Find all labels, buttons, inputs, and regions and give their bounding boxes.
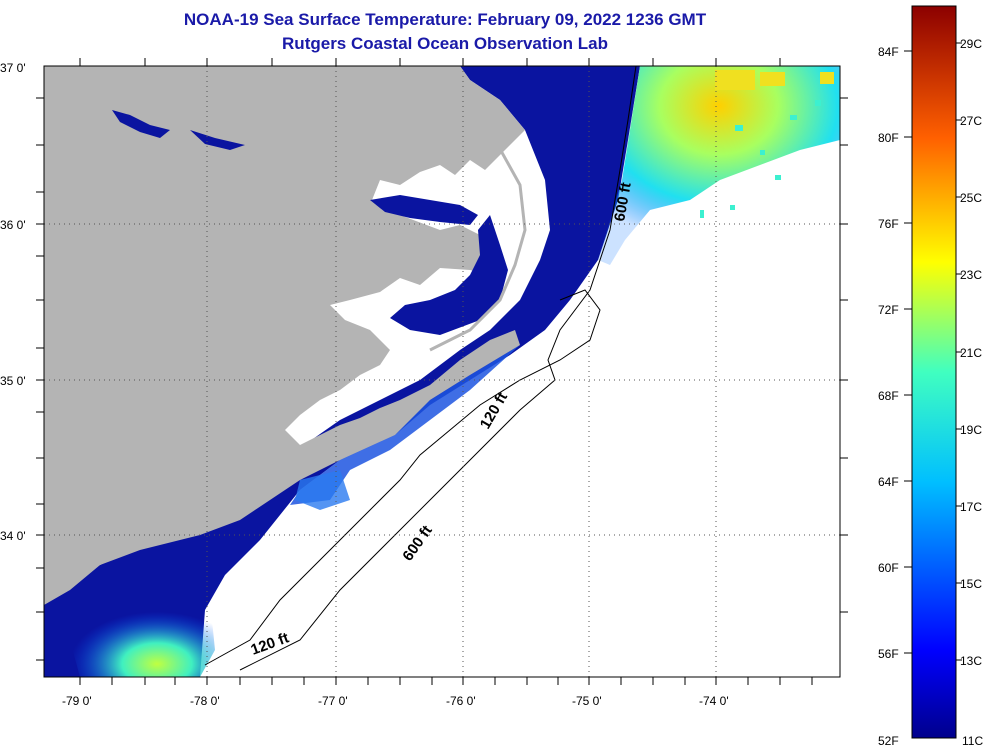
land-mass xyxy=(44,66,525,605)
inland-lake xyxy=(112,110,245,150)
colorbar-label-21c: 21C xyxy=(960,346,982,360)
outer-banks xyxy=(429,99,527,352)
northeast-speckle xyxy=(700,100,821,218)
colorbar-label-11c: 11C xyxy=(962,734,983,748)
lon-label-74: -74 0' xyxy=(699,694,729,708)
contour-label-600ft-north: 600 ft xyxy=(611,181,635,223)
colorbar-label-64f: 64F xyxy=(878,475,899,489)
colorbar-label-17c: 17C xyxy=(960,500,982,514)
colorbar-label-72f: 72F xyxy=(878,303,899,317)
colorbar-label-25c: 25C xyxy=(960,191,982,205)
colorbar-label-13c: 13C xyxy=(960,654,982,668)
colorbar-label-19c: 19C xyxy=(960,423,982,437)
contour-120ft xyxy=(204,289,601,666)
southwest-warm-water xyxy=(70,590,215,677)
colorbar-label-29c: 29C xyxy=(960,37,982,51)
colorbar-label-76f: 76F xyxy=(878,217,899,231)
lat-label-37: 37 0' xyxy=(0,61,26,75)
colorbar-label-23c: 23C xyxy=(960,268,982,282)
colorbar xyxy=(911,5,957,739)
lat-label-36: 36 0' xyxy=(0,218,26,232)
colorbar-label-56f: 56F xyxy=(878,647,899,661)
northeast-warm-water xyxy=(598,66,840,265)
northeast-yellow-speckle xyxy=(715,70,834,90)
colorbar-label-84f: 84F xyxy=(878,45,899,59)
lon-label-79: -79 0' xyxy=(62,694,92,708)
map-subtitle: Rutgers Coastal Ocean Observation Lab xyxy=(282,34,608,53)
lat-label-35: 35 0' xyxy=(0,374,26,388)
pamlico-sound xyxy=(390,215,508,335)
albemarle-sound xyxy=(370,195,478,225)
lon-label-77: -77 0' xyxy=(318,694,348,708)
colorbar-label-52f: 52F xyxy=(878,734,899,748)
colorbar-label-60f: 60F xyxy=(878,561,899,575)
map-border xyxy=(43,65,841,678)
lon-label-78: -78 0' xyxy=(190,694,220,708)
axis-ticks xyxy=(36,58,848,685)
colorbar-label-80f: 80F xyxy=(878,131,899,145)
colorbar-fahrenheit-labels: 84F 80F 76F 72F 68F 64F 60F 56F 52F xyxy=(878,45,899,748)
lon-label-76: -76 0' xyxy=(446,694,476,708)
colorbar-label-68f: 68F xyxy=(878,389,899,403)
graticule xyxy=(44,66,840,677)
map-title: NOAA-19 Sea Surface Temperature: Februar… xyxy=(183,10,707,29)
colorbar-celsius-labels: 29C 27C 25C 23C 21C 19C 17C 15C 13C 11C xyxy=(960,37,983,748)
colorbar-label-15c: 15C xyxy=(960,577,982,591)
colorbar-ticks xyxy=(904,42,962,661)
lat-label-34: 34 0' xyxy=(0,529,26,543)
colorbar-label-27c: 27C xyxy=(960,114,982,128)
lon-label-75: -75 0' xyxy=(572,694,602,708)
nearshore-patch xyxy=(295,470,350,510)
